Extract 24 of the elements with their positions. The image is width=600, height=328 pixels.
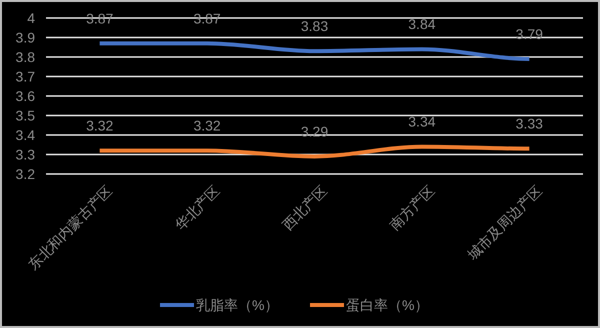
y-tick-label: 3.6 bbox=[16, 88, 36, 104]
line-series bbox=[98, 144, 532, 158]
legend-label: 乳脂率（%） bbox=[196, 297, 278, 313]
x-tick-label: 西北产区 bbox=[279, 182, 330, 234]
y-tick-label: 3.7 bbox=[16, 68, 36, 84]
x-tick-label: 城市及周边产区 bbox=[463, 182, 545, 264]
x-tick-label: 南方产区 bbox=[386, 182, 438, 234]
y-tick-label: 3.3 bbox=[16, 146, 36, 162]
line-series bbox=[98, 41, 532, 61]
data-label: 3.32 bbox=[86, 118, 114, 134]
legend-label: 蛋白率（%） bbox=[346, 297, 428, 313]
y-tick-label: 3.2 bbox=[16, 166, 36, 182]
x-tick-label: 东北和内蒙古产区 bbox=[24, 182, 116, 273]
y-tick-label: 3.8 bbox=[16, 49, 36, 65]
y-tick-label: 4 bbox=[27, 10, 36, 26]
x-tick-label: 华北产区 bbox=[172, 182, 223, 234]
data-label: 3.32 bbox=[193, 118, 221, 134]
y-tick-label: 3.5 bbox=[16, 108, 36, 124]
data-label: 3.83 bbox=[300, 18, 328, 34]
y-tick-label: 3.4 bbox=[16, 127, 36, 143]
data-label: 3.34 bbox=[408, 114, 436, 130]
data-label: 3.33 bbox=[516, 116, 544, 132]
data-label: 3.84 bbox=[408, 16, 436, 32]
y-tick-label: 3.9 bbox=[16, 30, 36, 46]
